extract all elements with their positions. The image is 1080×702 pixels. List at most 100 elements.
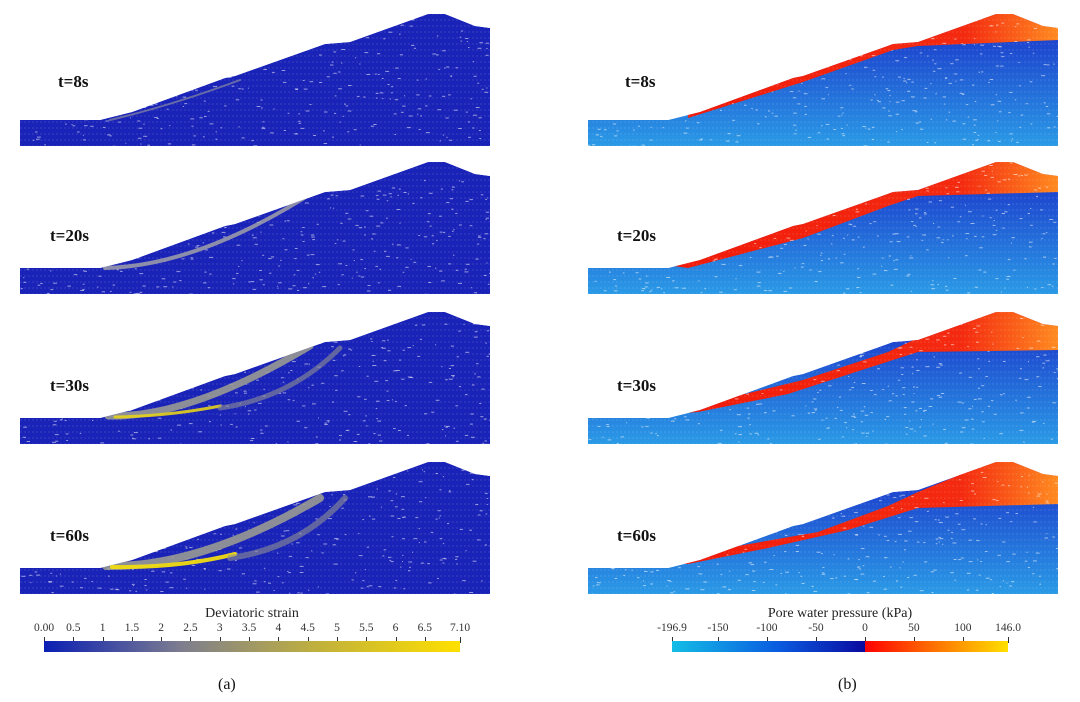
particle-speckle	[637, 577, 640, 579]
particle-speckle	[197, 499, 202, 501]
particle-speckle	[773, 237, 777, 239]
particle-speckle	[950, 206, 954, 208]
particle-speckle	[935, 93, 937, 95]
particle-speckle	[631, 569, 633, 571]
particle-speckle	[75, 266, 79, 268]
particle-speckle	[100, 45, 104, 47]
particle-speckle	[227, 568, 231, 570]
particle-speckle	[1006, 512, 1010, 514]
particle-speckle	[312, 477, 315, 479]
particle-speckle	[1056, 568, 1058, 570]
particle-speckle	[1043, 102, 1046, 104]
particle-speckle	[619, 42, 621, 44]
particle-speckle	[853, 443, 857, 444]
particle-speckle	[704, 253, 709, 255]
particle-speckle	[390, 561, 394, 563]
particle-speckle	[485, 211, 490, 213]
colorbar-a-tick-label: 7.10	[449, 622, 471, 634]
particle-speckle	[962, 93, 965, 95]
particle-speckle	[868, 459, 872, 460]
particle-speckle	[163, 228, 166, 230]
particle-speckle	[650, 583, 654, 585]
particle-speckle	[1021, 476, 1023, 478]
particle-speckle	[150, 310, 152, 311]
particle-speckle	[83, 507, 86, 508]
particle-speckle	[704, 163, 707, 165]
particle-speckle	[75, 199, 79, 201]
particle-speckle	[465, 394, 468, 396]
particle-speckle	[773, 531, 777, 533]
particle-speckle	[89, 352, 93, 353]
particle-speckle	[491, 19, 494, 20]
particle-speckle	[42, 227, 46, 229]
particle-speckle	[379, 317, 381, 319]
particle-speckle	[975, 331, 979, 333]
particle-speckle	[212, 194, 215, 196]
particle-speckle	[302, 471, 304, 473]
particle-speckle	[242, 11, 245, 12]
particle-speckle	[327, 421, 330, 423]
particle-speckle	[327, 198, 330, 200]
particle-speckle	[738, 426, 742, 428]
particle-speckle	[269, 46, 272, 48]
particle-speckle	[1018, 62, 1020, 63]
particle-speckle	[968, 211, 972, 213]
particle-speckle	[49, 200, 52, 202]
particle-speckle	[611, 447, 612, 448]
particle-speckle	[484, 91, 488, 93]
particle-speckle	[27, 79, 31, 81]
particle-speckle	[925, 366, 930, 368]
particle-speckle	[932, 280, 934, 282]
particle-speckle	[677, 192, 679, 194]
particle-speckle	[921, 597, 923, 598]
particle-speckle	[126, 358, 131, 360]
particle-speckle	[853, 413, 855, 415]
particle-speckle	[742, 89, 745, 91]
particle-speckle	[985, 15, 987, 17]
particle-speckle	[239, 37, 242, 39]
particle-speckle	[184, 175, 187, 177]
particle-speckle	[810, 30, 815, 32]
particle-speckle	[630, 330, 633, 332]
particle-speckle	[679, 105, 683, 106]
particle-speckle	[347, 429, 350, 431]
particle-speckle	[193, 135, 196, 137]
particle-speckle	[73, 274, 78, 276]
particle-speckle	[1028, 46, 1030, 48]
particle-speckle	[937, 284, 939, 286]
slope-simulation-plot	[588, 459, 1058, 598]
particle-speckle	[1044, 537, 1048, 539]
particle-speckle	[450, 345, 454, 347]
particle-speckle	[801, 536, 805, 538]
particle-speckle	[35, 218, 37, 220]
particle-speckle	[234, 198, 237, 200]
particle-speckle	[76, 495, 81, 497]
particle-speckle	[402, 561, 404, 562]
particle-speckle	[341, 62, 343, 64]
particle-speckle	[607, 45, 611, 47]
particle-speckle	[257, 474, 260, 476]
particle-speckle	[820, 260, 823, 262]
particle-speckle	[982, 447, 984, 448]
particle-speckle	[118, 430, 120, 432]
particle-speckle	[127, 94, 130, 96]
particle-speckle	[56, 314, 61, 315]
particle-speckle	[616, 442, 619, 444]
particle-speckle	[681, 236, 685, 238]
particle-speckle	[794, 267, 796, 269]
particle-speckle	[282, 381, 285, 383]
particle-speckle	[760, 323, 764, 325]
particle-speckle	[1006, 582, 1008, 584]
particle-speckle	[756, 271, 761, 273]
particle-speckle	[750, 81, 754, 83]
particle-speckle	[111, 41, 113, 43]
particle-speckle	[873, 596, 874, 597]
particle-speckle	[224, 226, 227, 228]
particle-speckle	[404, 467, 407, 469]
particle-speckle	[182, 106, 185, 107]
particle-speckle	[239, 178, 243, 179]
particle-speckle	[306, 254, 310, 256]
particle-speckle	[685, 508, 689, 509]
particle-speckle	[761, 159, 762, 160]
particle-speckle	[889, 101, 891, 103]
